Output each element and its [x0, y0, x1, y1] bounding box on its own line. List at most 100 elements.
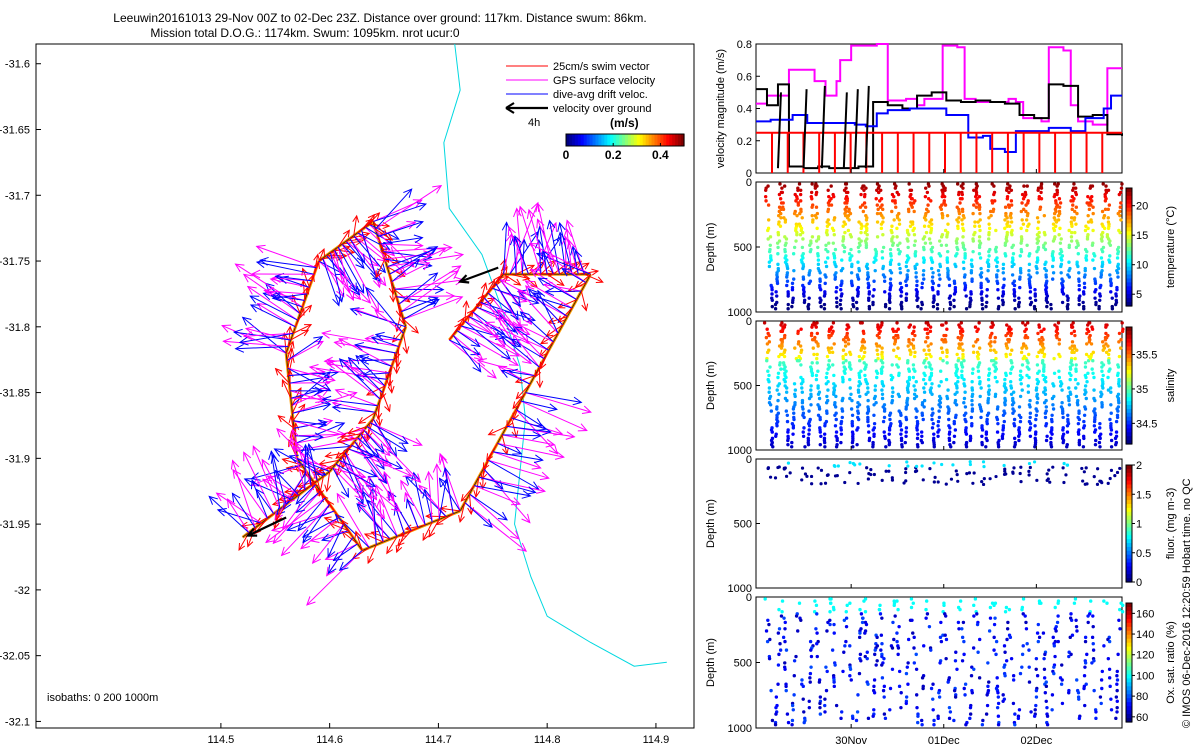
sal-point: [839, 428, 843, 432]
temp-point: [1044, 268, 1049, 273]
temp-point: [1002, 277, 1006, 281]
temp-point: [1074, 192, 1079, 197]
temp-point: [896, 243, 900, 247]
fluor-point: [867, 472, 871, 476]
sal-point: [985, 421, 989, 426]
drift-vector: [326, 255, 360, 296]
drift-vector-head: [376, 460, 385, 471]
swim-vector: [290, 329, 309, 341]
drift-vector: [396, 296, 436, 304]
map-colorbar-tick-label: 0.2: [605, 148, 622, 162]
sal-point: [904, 426, 909, 430]
ox-point: [1018, 671, 1023, 676]
ox-point: [1041, 631, 1046, 635]
sal-point: [970, 371, 975, 376]
depth-ylabel: Depth (m): [705, 499, 717, 548]
ox-point: [863, 597, 868, 601]
sal-point: [994, 356, 998, 361]
temp-point: [766, 228, 770, 233]
gps-vector-head: [565, 431, 576, 440]
sal-point: [1100, 405, 1104, 409]
temp-point: [1083, 268, 1087, 273]
swim-vector: [365, 212, 380, 228]
fluor-point: [904, 479, 908, 483]
panel-colorbar-cell: [1126, 327, 1132, 332]
panel-colorbar-cell: [1126, 373, 1132, 379]
sal-point: [889, 377, 894, 382]
swim-vector: [436, 513, 454, 525]
temp-point: [1077, 283, 1081, 288]
fluor-point: [819, 468, 824, 472]
temp-point: [985, 300, 989, 305]
fluor-point: [968, 460, 972, 464]
gps-vector-head: [325, 374, 336, 383]
ox-point: [1075, 678, 1079, 682]
sal-point: [897, 373, 901, 378]
temp-point: [857, 249, 861, 254]
sal-point: [1057, 375, 1062, 380]
ox-point: [849, 678, 853, 682]
drift-vector-head: [366, 478, 377, 488]
ox-point: [1076, 691, 1081, 695]
panel-colorbar-cell: [1126, 377, 1132, 383]
panel-colorbar-tick-label: 60: [1136, 712, 1148, 724]
sal-point: [994, 350, 998, 355]
gps-vector-head: [264, 287, 275, 296]
sal-point: [956, 380, 960, 384]
drift-vector-head: [483, 518, 493, 528]
temp-point: [810, 182, 814, 186]
sal-point: [1021, 356, 1025, 361]
temp-point: [865, 277, 870, 281]
temp-point: [1074, 186, 1078, 190]
drift-vector: [235, 346, 289, 350]
gps-vector-head: [323, 417, 334, 427]
temp-point: [1020, 218, 1024, 222]
swim-vector-head: [393, 366, 401, 375]
sal-point: [988, 348, 993, 352]
drift-vector-head: [295, 495, 305, 505]
drift-vector-head: [375, 443, 385, 454]
sal-point: [923, 340, 928, 344]
sal-point: [1037, 350, 1041, 355]
gps-vector: [503, 233, 513, 275]
temp-point: [1028, 302, 1033, 307]
drift-vector-head: [537, 289, 546, 300]
ox-point: [943, 614, 948, 618]
drift-vector: [233, 331, 291, 341]
fluor-point: [800, 466, 805, 470]
temp-point: [811, 220, 815, 224]
ox-point: [863, 654, 867, 659]
panel-colorbar-cell: [1126, 330, 1132, 336]
drift-vector: [250, 295, 299, 321]
sal-point: [826, 388, 830, 392]
sal-point: [1042, 400, 1047, 405]
sal-point: [765, 359, 769, 363]
sal-point: [1085, 380, 1089, 384]
temp-point: [994, 249, 998, 254]
temp-point: [961, 228, 966, 233]
temp-point: [1103, 207, 1108, 212]
sal-point: [862, 346, 867, 350]
temp-point: [1106, 216, 1110, 220]
sal-point: [916, 445, 920, 449]
temp-point: [1117, 192, 1122, 197]
temp-point: [818, 300, 822, 305]
panel-colorbar-cell: [1126, 515, 1132, 521]
temp-point: [971, 211, 975, 216]
temp-point: [875, 235, 880, 239]
ground-vector-head: [245, 527, 258, 537]
depth-ylabel: Depth (m): [705, 361, 717, 410]
legend-ground-label: velocity over ground: [553, 103, 651, 115]
fluor-point: [1109, 468, 1114, 472]
drift-vector-head: [334, 513, 345, 524]
temp-point: [801, 277, 806, 281]
ground-vector: [247, 516, 287, 537]
temp-point: [906, 239, 910, 243]
sal-point: [968, 438, 973, 443]
drift-vector-head: [378, 474, 388, 485]
temp-point: [1098, 294, 1102, 298]
gps-vector-head: [269, 276, 280, 285]
gps-vector-head: [390, 502, 401, 513]
ox-point: [1073, 597, 1078, 601]
sal-point: [825, 354, 830, 359]
